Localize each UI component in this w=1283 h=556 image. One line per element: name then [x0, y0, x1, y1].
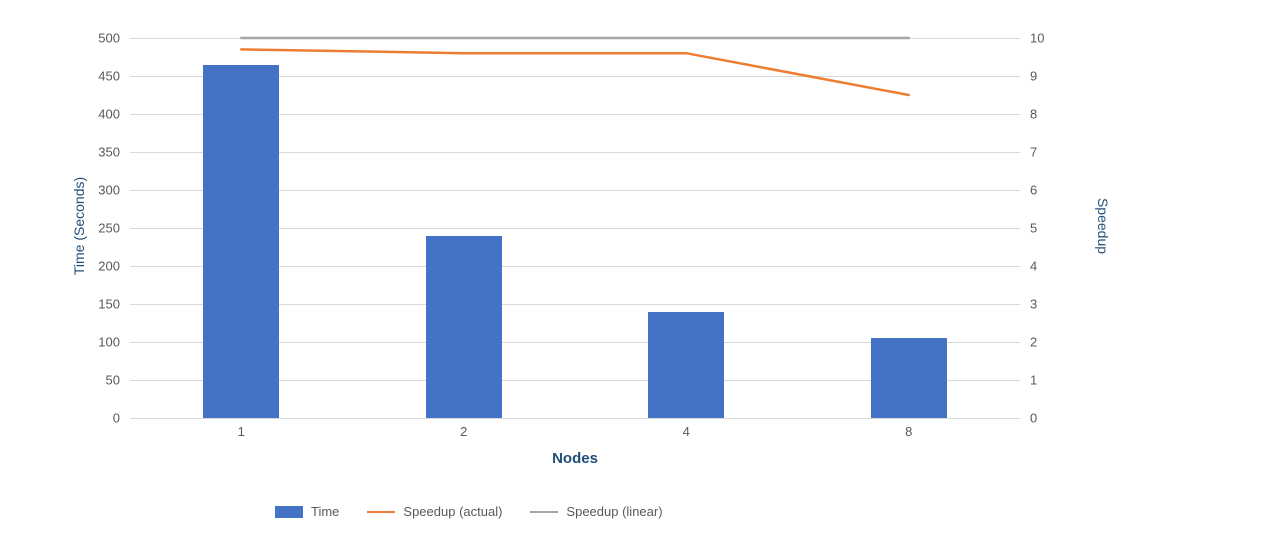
- y2-tick: 4: [1030, 259, 1070, 274]
- x-tick: 1: [238, 424, 245, 439]
- y2-tick: 3: [1030, 297, 1070, 312]
- gridline: [130, 418, 1020, 419]
- x-tick: 2: [460, 424, 467, 439]
- legend-label: Speedup (linear): [566, 504, 662, 519]
- y2-tick: 1: [1030, 373, 1070, 388]
- y-tick: 150: [70, 297, 120, 312]
- y-tick: 50: [70, 373, 120, 388]
- legend-label: Time: [311, 504, 339, 519]
- y-tick: 500: [70, 31, 120, 46]
- y2-tick: 8: [1030, 107, 1070, 122]
- x-axis-label: Nodes: [475, 450, 675, 467]
- combo-chart: 0501001502002503003504004505000123456789…: [0, 0, 1283, 556]
- plot-area: 0501001502002503003504004505000123456789…: [130, 38, 1020, 418]
- y2-tick: 5: [1030, 221, 1070, 236]
- legend-swatch-line: [530, 511, 558, 513]
- y2-tick: 0: [1030, 411, 1070, 426]
- y2-axis-label: Speedup: [1095, 198, 1111, 254]
- y-axis-label: Time (Seconds): [71, 177, 87, 275]
- legend-item-time: Time: [275, 504, 339, 519]
- legend-label: Speedup (actual): [403, 504, 502, 519]
- legend-item-speedup-actual: Speedup (actual): [367, 504, 502, 519]
- y2-tick: 10: [1030, 31, 1070, 46]
- y2-tick: 7: [1030, 145, 1070, 160]
- y-tick: 450: [70, 69, 120, 84]
- y2-tick: 2: [1030, 335, 1070, 350]
- y-tick: 350: [70, 145, 120, 160]
- legend-item-speedup-linear: Speedup (linear): [530, 504, 662, 519]
- x-tick: 4: [683, 424, 690, 439]
- line-speedup: [241, 49, 909, 95]
- y2-tick: 9: [1030, 69, 1070, 84]
- legend-swatch-bar: [275, 506, 303, 518]
- legend: Time Speedup (actual) Speedup (linear): [275, 504, 663, 519]
- y-tick: 0: [70, 411, 120, 426]
- line-overlay: [130, 38, 1020, 418]
- y-tick: 100: [70, 335, 120, 350]
- x-tick: 8: [905, 424, 912, 439]
- y2-tick: 6: [1030, 183, 1070, 198]
- y-tick: 400: [70, 107, 120, 122]
- legend-swatch-line: [367, 511, 395, 513]
